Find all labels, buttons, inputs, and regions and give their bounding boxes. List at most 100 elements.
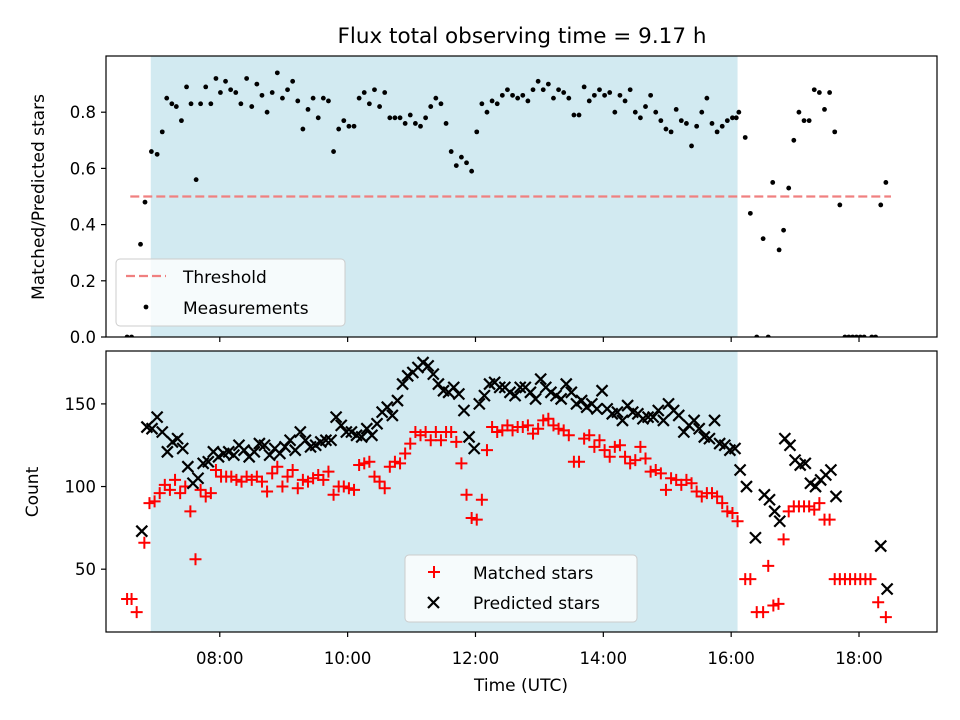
top-y-tick-label: 0.2	[70, 272, 96, 291]
predicted-star-point	[773, 514, 787, 528]
measurement-point	[366, 101, 372, 107]
measurement-point	[346, 123, 352, 129]
matched-star-point	[629, 454, 642, 467]
predicted-star-point	[565, 386, 578, 399]
legend-matched-label: Matched stars	[473, 564, 593, 584]
measurement-point	[305, 106, 311, 112]
measurement-point	[811, 87, 817, 93]
predicted-star-point	[365, 429, 379, 442]
measurement-point	[428, 104, 434, 109]
matched-star-point	[767, 599, 780, 612]
predicted-star-point	[150, 410, 164, 424]
measurement-point	[545, 81, 551, 87]
measurement-point	[285, 87, 290, 93]
matched-star-point	[685, 477, 698, 490]
measurement-point	[179, 118, 184, 124]
predicted-star-point	[554, 392, 568, 406]
matched-star-point	[342, 482, 355, 495]
measurement-point	[602, 92, 607, 98]
top-legend: Threshold Measurements	[115, 258, 346, 327]
bottom-legend-box	[404, 554, 638, 623]
predicted-star-point	[768, 505, 781, 518]
measurement-point	[678, 118, 684, 124]
predicted-star-point	[473, 397, 486, 411]
matched-star-point	[353, 459, 366, 472]
predicted-star-point	[749, 531, 762, 545]
measurement-point	[535, 78, 541, 84]
measurement-point	[648, 92, 654, 98]
matched-star-point	[823, 513, 836, 526]
measurement-point	[525, 98, 531, 104]
matched-star-point	[276, 480, 289, 493]
measurement-point	[827, 90, 833, 95]
predicted-star-point	[692, 422, 706, 435]
measurement-point	[791, 137, 797, 143]
measurement-point	[489, 98, 495, 104]
measurement-point	[689, 143, 694, 149]
measurement-point	[280, 95, 285, 101]
predicted-star-point	[288, 443, 302, 457]
measurement-point	[387, 115, 393, 121]
measurement-point	[138, 241, 143, 247]
matched-star-point	[598, 444, 611, 457]
measurement-point	[658, 118, 664, 124]
predicted-star-point	[611, 405, 624, 419]
matched-star-point	[266, 467, 279, 480]
measurement-point	[786, 185, 792, 191]
predicted-star-point	[457, 404, 471, 417]
matched-star-point	[593, 434, 606, 447]
measurement-points	[124, 70, 889, 337]
top-axes-frame	[105, 55, 938, 338]
measurement-point	[295, 98, 301, 104]
measurement-point	[597, 87, 602, 93]
x-axis-label: Time (UTC)	[473, 676, 568, 696]
matched-star-point	[537, 414, 550, 427]
measurement-point	[776, 247, 782, 253]
matched-star-point	[665, 472, 678, 485]
measurement-point	[228, 87, 234, 93]
bottom-y-tick-label: 150	[65, 395, 97, 414]
measurement-point	[382, 90, 388, 95]
matched-star-point	[281, 470, 294, 483]
matched-star-point	[460, 488, 473, 501]
predicted-star-point	[874, 539, 888, 553]
measurement-point	[148, 149, 154, 154]
measurement-point	[832, 129, 838, 135]
predicted-star-point	[652, 404, 665, 417]
measurement-point	[663, 126, 669, 132]
measurement-point	[198, 101, 204, 107]
measurement-point	[412, 121, 418, 126]
measurement-point	[479, 101, 485, 107]
matched-star-point	[184, 505, 197, 518]
predicted-star-point	[319, 433, 333, 447]
measurement-point	[459, 154, 464, 160]
matched-star-point	[532, 422, 545, 435]
measurement-point	[208, 101, 214, 107]
predicted-star-point	[616, 414, 629, 427]
matched-star-point	[337, 480, 350, 493]
measurement-point	[142, 199, 148, 205]
measurement-point	[203, 84, 209, 90]
bottom-x-tick-label: 16:00	[707, 649, 755, 668]
measurement-point	[520, 92, 526, 98]
matched-star-point	[189, 553, 202, 566]
measurement-point	[627, 87, 633, 93]
measurement-point	[443, 121, 449, 126]
measurement-point	[709, 121, 715, 126]
measurement-point	[556, 87, 561, 93]
matched-star-point	[562, 429, 575, 442]
top-y-axis-label: Matched/Predicted stars	[29, 94, 49, 300]
matched-star-point	[744, 573, 757, 586]
measurement-point	[474, 129, 480, 135]
top-x-ticks	[219, 337, 860, 342]
measurement-point	[607, 90, 613, 95]
measurement-point	[505, 87, 510, 93]
measurement-point	[453, 163, 459, 168]
predicted-star-point	[171, 432, 184, 445]
measurement-point	[719, 123, 725, 129]
measurement-point	[244, 76, 250, 81]
measurement-point	[494, 101, 500, 107]
matched-star-point	[291, 482, 304, 495]
measurement-point	[806, 118, 812, 124]
